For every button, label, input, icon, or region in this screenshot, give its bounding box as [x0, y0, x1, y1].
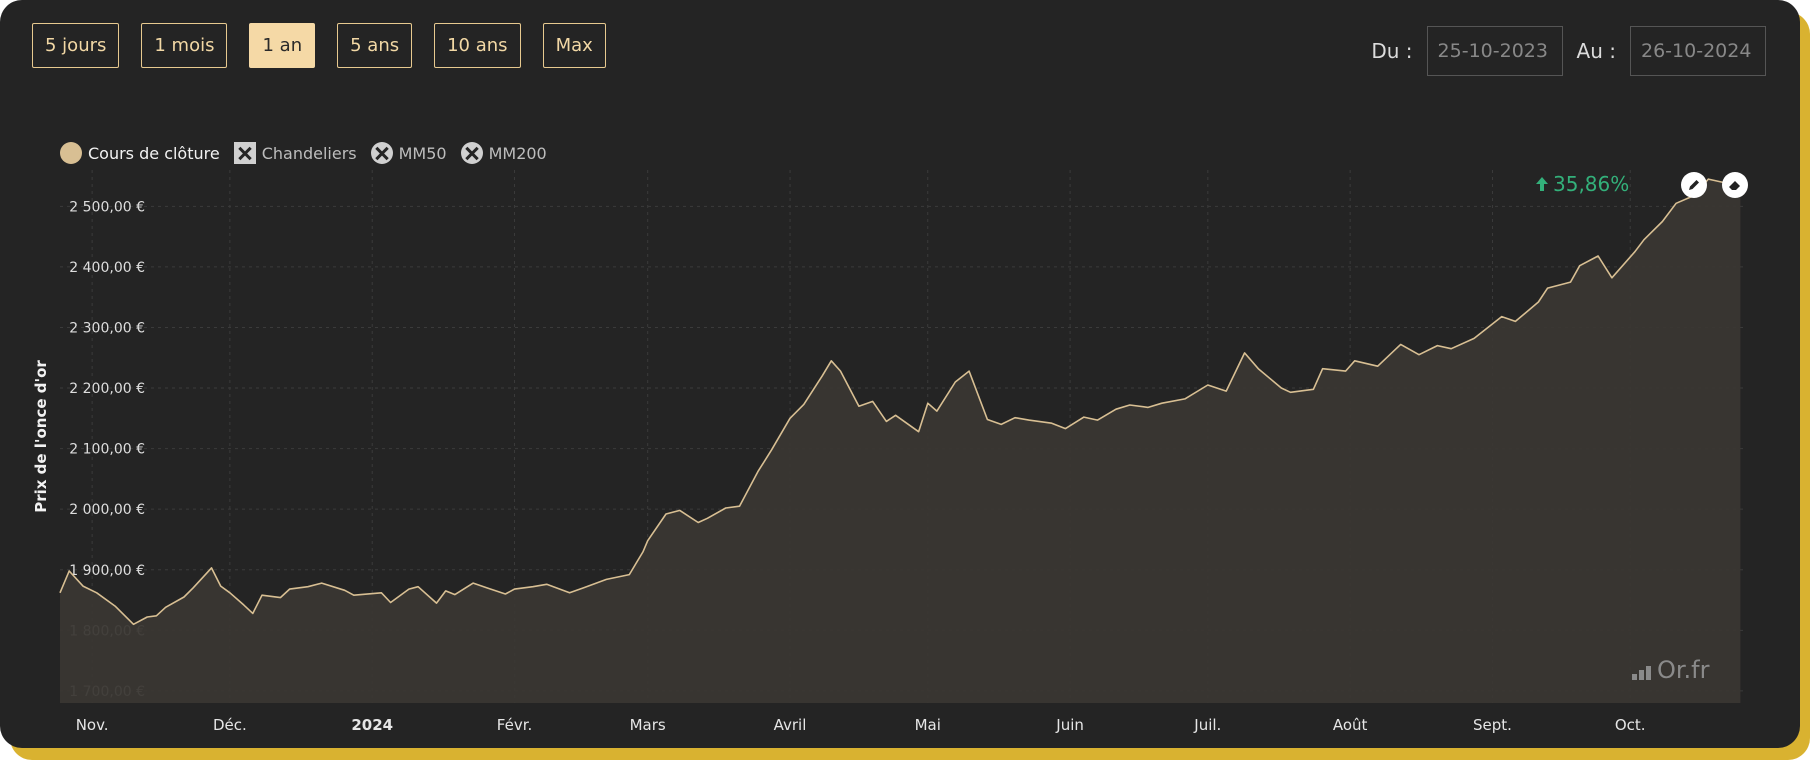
price-area [60, 179, 1741, 704]
x-tick-label: Juin [1055, 716, 1084, 734]
range-button-10-years[interactable]: 10 ans [434, 23, 521, 68]
to-date-input[interactable] [1630, 26, 1766, 76]
y-tick-label: 2 500,00 € [69, 199, 145, 215]
x-tick-label: Mai [915, 716, 941, 734]
from-date-input[interactable] [1426, 26, 1563, 76]
y-axis-title: Prix de l'once d'or [32, 360, 50, 513]
from-label: Du : [1371, 39, 1413, 63]
x-tick-label: Févr. [497, 716, 532, 734]
legend-disabled-icon [370, 142, 393, 164]
range-button-max[interactable]: Max [542, 23, 606, 68]
x-tick-label: Oct. [1615, 716, 1646, 734]
x-tick-label: Juil. [1193, 716, 1221, 734]
y-tick-label: 1 900,00 € [69, 563, 145, 579]
arrow-up-icon [1536, 177, 1548, 191]
y-tick-label: 2 400,00 € [69, 260, 145, 276]
brand-name: Or.fr [1657, 656, 1710, 684]
price-line [59, 178, 1741, 626]
legend-dot-icon [60, 142, 82, 164]
range-button-5-years[interactable]: 5 ans [337, 23, 413, 68]
range-button-1-month[interactable]: 1 mois [141, 23, 228, 68]
legend-label-candlesticks: Chandeliers [261, 143, 357, 163]
legend-label-mm50: MM50 [398, 143, 447, 163]
price-chart: 1 700,00 €1 800,00 €1 900,00 €2 000,00 €… [32, 170, 1745, 734]
range-selector: 5 jours 1 mois 1 an 5 ans 10 ans Max [32, 23, 606, 68]
eraser-icon [1729, 181, 1740, 190]
x-tick-label: 2024 [351, 716, 393, 734]
pencil-icon [1689, 180, 1699, 190]
x-tick-label: Mars [630, 716, 666, 734]
x-tick-label: Sept. [1473, 716, 1512, 734]
chart-card: 5 jours 1 mois 1 an 5 ans 10 ans Max Du … [0, 0, 1800, 748]
erase-tool-button[interactable] [1722, 172, 1748, 198]
legend-disabled-icon [460, 142, 483, 164]
legend-item-mm50[interactable]: MM50 [370, 142, 447, 164]
x-tick-label: Avril [774, 716, 807, 734]
y-tick-label: 2 000,00 € [69, 502, 145, 518]
brand-logo: Or.fr [1632, 656, 1710, 684]
x-tick-label: Nov. [76, 716, 109, 734]
legend-item-candlesticks[interactable]: Chandeliers [233, 142, 357, 164]
brand-bars-icon [1632, 666, 1651, 680]
legend-disabled-icon [233, 142, 256, 164]
performance-indicator: 35,86% [1535, 172, 1629, 196]
x-tick-label: Déc. [213, 716, 247, 734]
range-button-1-year[interactable]: 1 an [249, 23, 316, 68]
legend-item-mm200[interactable]: MM200 [460, 142, 547, 164]
y-tick-label: 2 100,00 € [69, 442, 145, 458]
performance-value: 35,86% [1553, 172, 1630, 196]
to-label: Au : [1576, 39, 1616, 63]
y-tick-label: 2 300,00 € [69, 320, 145, 336]
x-tick-label: Août [1333, 716, 1368, 734]
draw-tool-button[interactable] [1681, 172, 1707, 198]
date-range: Du : Au : [1371, 26, 1766, 76]
legend-label-closing-price: Cours de clôture [88, 143, 220, 163]
range-button-5-days[interactable]: 5 jours [32, 23, 120, 68]
y-tick-label: 2 200,00 € [69, 381, 145, 397]
legend-item-closing-price[interactable]: Cours de clôture [60, 142, 220, 164]
chart-legend: Cours de clôture Chandeliers MM50 MM200 [60, 142, 547, 164]
legend-label-mm200: MM200 [488, 143, 547, 163]
